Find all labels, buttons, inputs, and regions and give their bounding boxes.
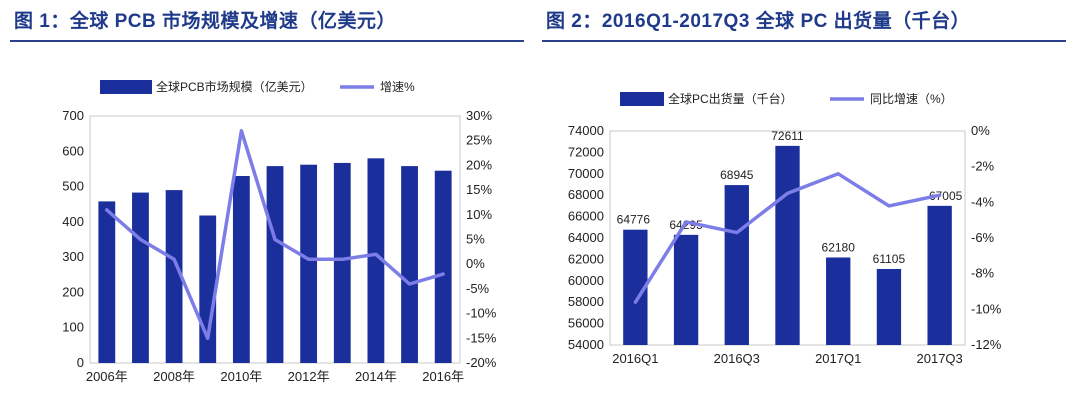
- y-left-tick-label: 74000: [568, 123, 604, 138]
- y-left-tick-label: 64000: [568, 230, 604, 245]
- bar-2006年: [98, 201, 116, 363]
- y-right-tick-label: 0%: [466, 256, 485, 271]
- y-right-tick-label: -10%: [971, 301, 1002, 316]
- bar-2015年: [401, 166, 418, 363]
- x-tick-label: 2010年: [220, 369, 262, 384]
- x-tick-label: 2016年: [422, 369, 464, 384]
- y-left-tick-label: 700: [62, 108, 84, 123]
- bar-2016Q2: [673, 234, 699, 345]
- y-right-tick-label: -6%: [971, 230, 995, 245]
- x-tick-label: 2008年: [153, 369, 195, 384]
- y-right-tick-label: -8%: [971, 266, 995, 281]
- bar-2014年: [367, 158, 385, 363]
- bar-2017Q2: [876, 268, 902, 345]
- legend-bar-swatch: [100, 80, 152, 94]
- bar-2012年: [300, 164, 318, 363]
- y-left-tick-label: 0: [77, 355, 84, 370]
- y-right-tick-label: 10%: [466, 207, 492, 222]
- x-tick-label: 2017Q3: [917, 351, 963, 366]
- y-left-tick-label: 600: [62, 143, 84, 158]
- pc-shipment-chart: 54000 56000 58000 60000 62000 64000 66000 68000…: [568, 91, 1002, 366]
- y-left-tick-label: 68000: [568, 187, 604, 202]
- bar-data-label: 62180: [822, 240, 856, 254]
- y-left-tick-label: 400: [62, 214, 84, 229]
- y-right-tick-label: 30%: [466, 108, 492, 123]
- y-left-tick-label: 200: [62, 284, 84, 299]
- pcb-market-chart: 0 100 200 300 400 500 600 700 -20% -15% -10% -5% 0% 5…: [62, 79, 497, 384]
- bar-2010年: [232, 175, 250, 363]
- figure-1-title: 图 1：全球 PCB 市场规模及增速（亿美元）: [14, 11, 397, 32]
- legend-bar-swatch: [620, 92, 664, 106]
- y-left-tick-label: 62000: [568, 251, 604, 266]
- y-left-tick-label: 300: [62, 249, 84, 264]
- y-right-tick-label: 0%: [971, 123, 990, 138]
- y-left-tick-label: 56000: [568, 316, 604, 331]
- x-tick-label: 2012年: [288, 369, 330, 384]
- y-right-tick-label: -10%: [466, 306, 497, 321]
- y-right-tick-label: 20%: [466, 157, 492, 172]
- x-tick-label: 2014年: [355, 369, 397, 384]
- bar-2017Q3: [927, 205, 952, 345]
- x-tick-label: 2017Q1: [815, 351, 861, 366]
- bar-2016Q4: [775, 145, 800, 345]
- bar-data-label: 61105: [873, 252, 906, 266]
- y-left-tick-label: 58000: [568, 294, 604, 309]
- y-right-tick-label: -12%: [971, 337, 1002, 352]
- y-left-tick-label: 70000: [568, 166, 604, 181]
- y-left-tick-label: 100: [62, 320, 84, 335]
- y-right-tick-label: -4%: [971, 194, 995, 209]
- x-tick-label: 2016Q1: [612, 351, 658, 366]
- y-right-tick-label: 25%: [466, 133, 492, 148]
- legend-bar-label: 全球PC出货量（千台）: [668, 91, 793, 106]
- bar-2016年: [434, 170, 452, 363]
- legend-bar-label: 全球PCB市场规模（亿美元）: [156, 79, 313, 94]
- bar-data-label: 64776: [617, 213, 651, 227]
- figure-1-title-rule: [10, 40, 524, 42]
- x-tick-label: 2016Q3: [714, 351, 760, 366]
- y-right-tick-label: 15%: [466, 182, 492, 197]
- y-left-tick-label: 500: [62, 179, 84, 194]
- y-right-tick-label: -5%: [466, 281, 490, 296]
- legend-line-label: 同比增速（%）: [870, 92, 953, 106]
- y-right-tick-label: -15%: [466, 330, 497, 345]
- x-tick-label: 2006年: [86, 369, 128, 384]
- bar-2011年: [266, 166, 284, 363]
- y-left-tick-label: 54000: [568, 337, 604, 352]
- bar-2013年: [333, 162, 351, 363]
- bar-2017Q1: [826, 257, 851, 345]
- figure-2-title-rule: [542, 40, 1066, 42]
- bar-data-label: 72611: [771, 129, 804, 143]
- bar-data-label: 67005: [929, 189, 963, 203]
- y-left-tick-label: 60000: [568, 273, 604, 288]
- bar-2009年: [199, 215, 217, 363]
- bar-data-label: 68945: [720, 168, 754, 182]
- figure-2-title: 图 2：2016Q1-2017Q3 全球 PC 出货量（千台）: [546, 11, 971, 32]
- legend-line-label: 增速%: [380, 80, 415, 94]
- y-left-tick-label: 72000: [568, 144, 604, 159]
- y-right-tick-label: -2%: [971, 159, 995, 174]
- y-right-tick-label: -20%: [466, 355, 497, 370]
- bar-2008年: [165, 190, 183, 363]
- bar-2007年: [132, 192, 149, 363]
- y-right-tick-label: 5%: [466, 232, 485, 247]
- bar-2016Q3: [724, 185, 749, 345]
- y-left-tick-label: 66000: [568, 209, 604, 224]
